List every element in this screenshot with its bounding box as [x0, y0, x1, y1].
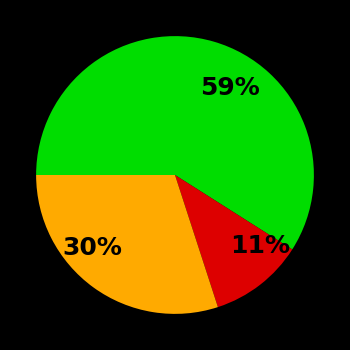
Text: 30%: 30% [62, 236, 122, 260]
Text: 11%: 11% [230, 234, 290, 258]
Wedge shape [175, 175, 292, 307]
Wedge shape [36, 36, 314, 250]
Wedge shape [36, 175, 218, 314]
Text: 59%: 59% [200, 76, 260, 100]
